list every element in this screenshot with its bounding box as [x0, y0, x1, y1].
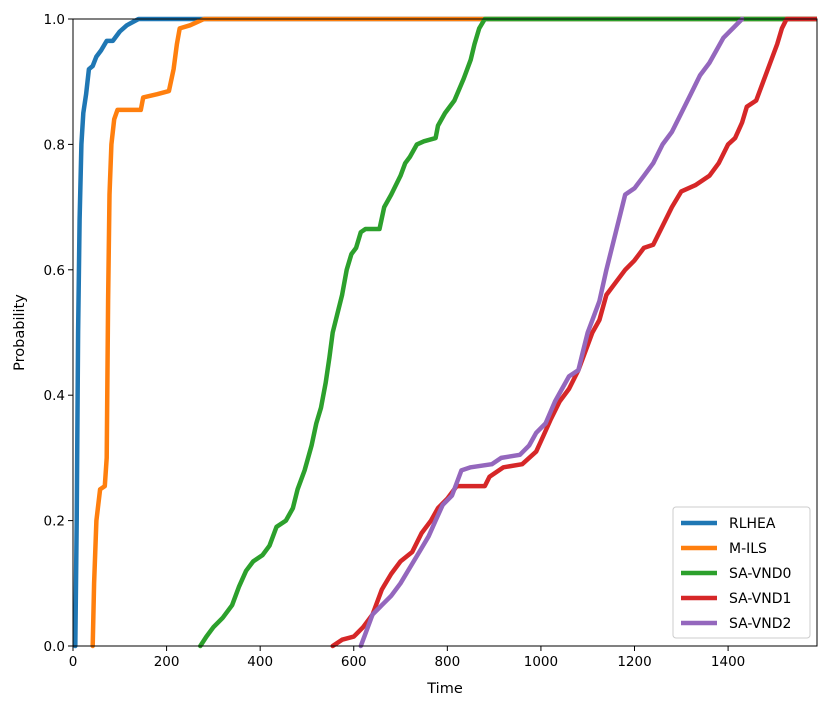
plot-frame [72, 18, 818, 647]
legend-label-sa-vnd0: SA-VND0 [729, 566, 791, 582]
x-tick-label: 1000 [524, 654, 558, 670]
series-lines [73, 16, 817, 649]
y-tick-label: 0.4 [44, 388, 65, 404]
legend-label-rlhea: RLHEA [729, 516, 776, 532]
x-tick-label: 0 [69, 654, 78, 670]
y-tick-label: 0.6 [44, 263, 65, 279]
series-line-m-ils [90, 16, 817, 649]
y-tick-label: 0.2 [44, 514, 65, 530]
series-line-sa-vnd0 [198, 16, 817, 649]
legend-label-m-ils: M-ILS [729, 541, 767, 557]
x-tick-label: 600 [341, 654, 367, 670]
legend-label-sa-vnd1: SA-VND1 [729, 591, 791, 607]
legend: RLHEA M-ILS SA-VND0 SA-VND1 SA-VND2 [672, 506, 811, 639]
legend-label-sa-vnd2: SA-VND2 [729, 616, 791, 632]
y-tick-label: 1.0 [44, 12, 65, 28]
y-tick-label: 0.8 [44, 137, 65, 153]
series-line-sa-vnd1 [330, 16, 817, 649]
y-axis-label: Probability [12, 294, 28, 371]
axis-ticks: 0 200 400 600 800 1000 1200 1400 0.0 0.2 0.4 0.6 0.8… [44, 12, 746, 670]
y-tick-label: 0.0 [44, 639, 65, 655]
x-tick-label: 800 [434, 654, 460, 670]
x-tick-label: 1200 [617, 654, 651, 670]
legend-box [672, 506, 811, 639]
series-line-sa-vnd2 [358, 16, 745, 649]
x-axis-label: Time [426, 681, 463, 697]
series-line-rlhea [73, 16, 817, 649]
x-tick-label: 400 [247, 654, 273, 670]
x-tick-label: 200 [154, 654, 180, 670]
x-tick-label: 1400 [711, 654, 745, 670]
